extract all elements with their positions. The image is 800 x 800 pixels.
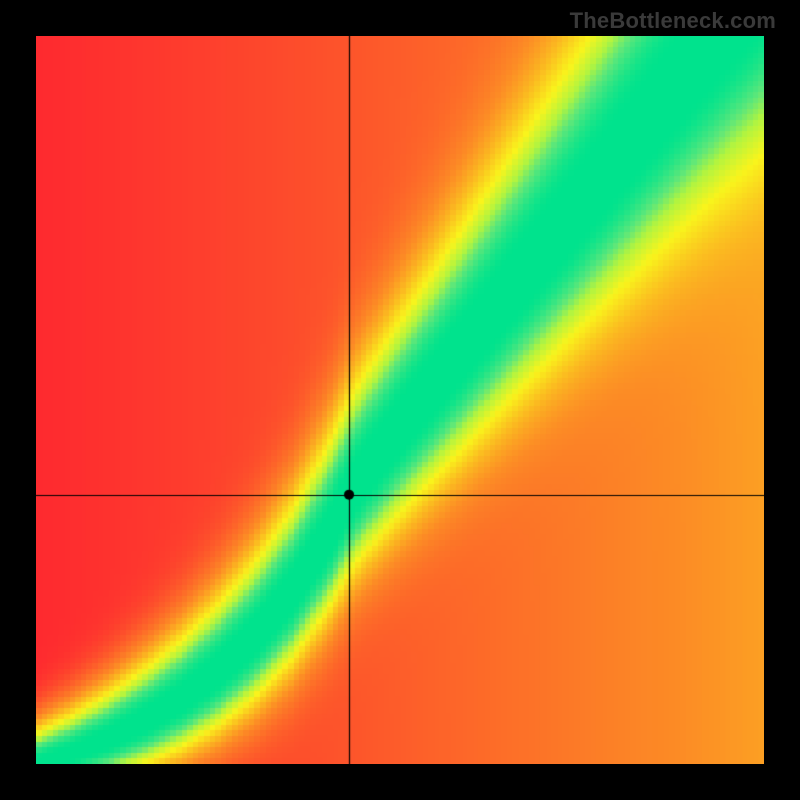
chart-frame: TheBottleneck.com: [0, 0, 800, 800]
watermark-label: TheBottleneck.com: [570, 8, 776, 34]
crosshair-overlay: [36, 36, 764, 764]
